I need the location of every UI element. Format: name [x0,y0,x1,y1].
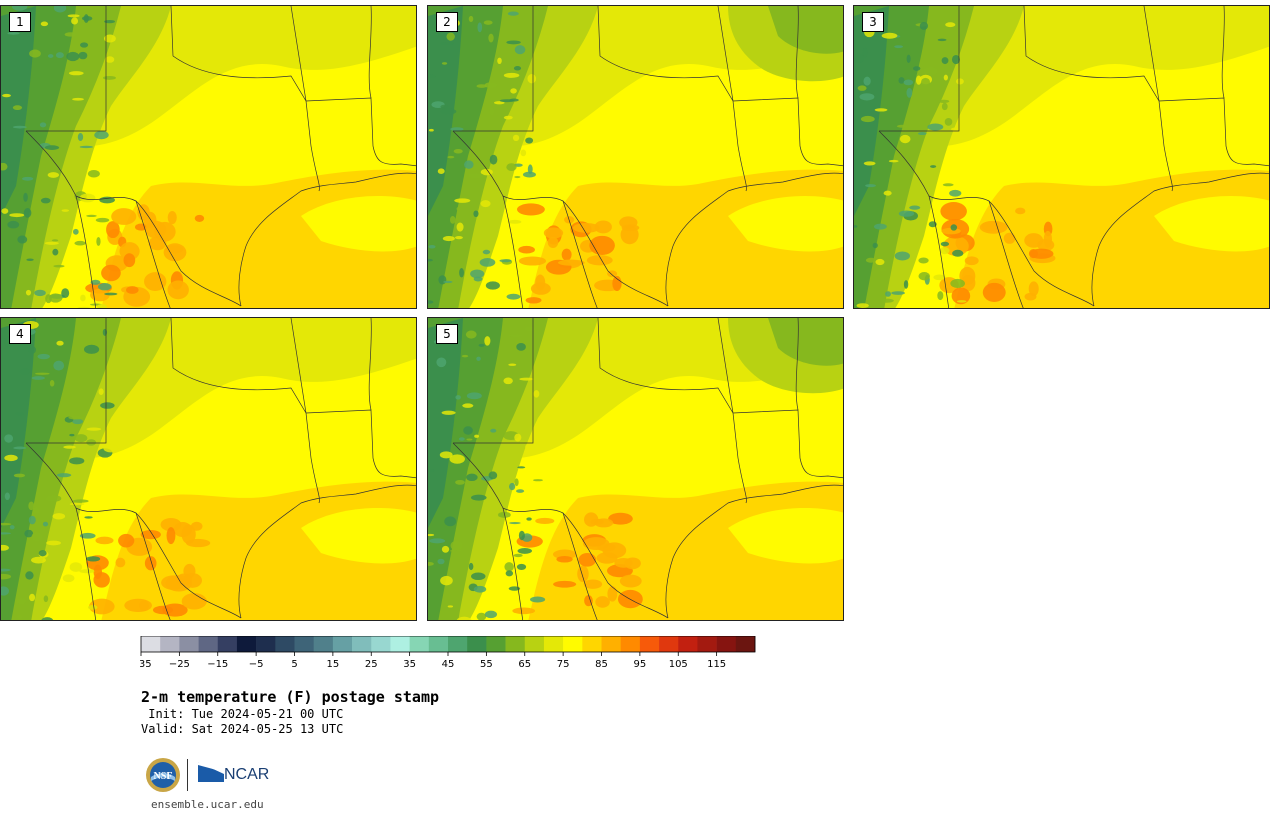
colorbar-tick-label: 105 [669,659,688,670]
chart-title: 2-m temperature (F) postage stamp [141,688,440,706]
colorbar-segment [678,636,698,652]
colorbar-segment [352,636,372,652]
colorbar-segment [486,636,506,652]
map-panel-3: 3 [853,5,1270,309]
map-panel-2: 2 [427,5,844,309]
colorbar-tick-label: 55 [480,659,493,670]
colorbar-segment [371,636,391,652]
colorbar-segment [735,636,756,652]
colorbar-segment [505,636,526,652]
ncar-logo-text: NCAR [224,766,270,783]
colorbar-segment [467,636,487,652]
panel-label: 1 [9,12,31,32]
panel-label: 4 [9,324,31,344]
nsf-logo: NSF [146,758,180,792]
colorbar-tick-label: 95 [634,659,647,670]
colorbar-segment [582,636,602,652]
valid-time: Valid: Sat 2024-05-25 13 UTC [141,722,344,736]
colorbar-segment [198,636,219,652]
colorbar-segment [428,636,449,652]
colorbar-segment [332,636,353,652]
site-url: ensemble.ucar.edu [151,798,264,811]
colorbar-tick-label: 25 [365,659,378,670]
colorbar-tick-label: −25 [169,659,190,670]
map-panel-5: 5 [427,317,844,621]
colorbar-segment [141,636,161,652]
panel-label: 2 [436,12,458,32]
colorbar-segment [294,636,314,652]
colorbar-tick-label: 15 [327,659,340,670]
colorbar-segment [390,636,410,652]
colorbar-segment [639,636,660,652]
colorbar-segment [160,636,180,652]
ncar-logo-mark [198,762,224,782]
colorbar-segment [256,636,276,652]
colorbar-tick-label: 75 [557,659,570,670]
colorbar-tick-label: 35 [403,659,416,670]
colorbar-tick-label: −5 [249,659,264,670]
map-panel-1: 1 [0,5,417,309]
colorbar-segment [620,636,641,652]
colorbar-tick-label: 115 [707,659,726,670]
init-time: Init: Tue 2024-05-21 00 UTC [141,707,344,721]
colorbar-segment [236,636,257,652]
colorbar-segment [217,636,238,652]
colorbar-tick-label: 5 [291,659,297,670]
colorbar-segment [448,636,468,652]
colorbar-segment [179,636,199,652]
map-panel-4: 4 [0,317,417,621]
colorbar-tick-label: −15 [207,659,228,670]
panel-label: 3 [862,12,884,32]
colorbar: −35 −25 −15 −5 5 15 25 35 45 55 65 75 85 95 105 115 [140,636,756,670]
colorbar-tick-label: −35 [140,659,152,670]
colorbar-segment [716,636,737,652]
panel-label: 5 [436,324,458,344]
colorbar-tick-label: 45 [442,659,455,670]
colorbar-segment [659,636,679,652]
colorbar-segment [697,636,717,652]
colorbar-segment [524,636,545,652]
logo-divider [187,759,188,791]
colorbar-segment [601,636,621,652]
colorbar-segment [275,636,295,652]
colorbar-segment [313,636,334,652]
colorbar-segment [543,636,564,652]
colorbar-segment [563,636,583,652]
colorbar-segment [409,636,430,652]
nsf-logo-text: NSF [154,771,173,782]
colorbar-tick-label: 85 [595,659,608,670]
colorbar-tick-label: 65 [518,659,531,670]
